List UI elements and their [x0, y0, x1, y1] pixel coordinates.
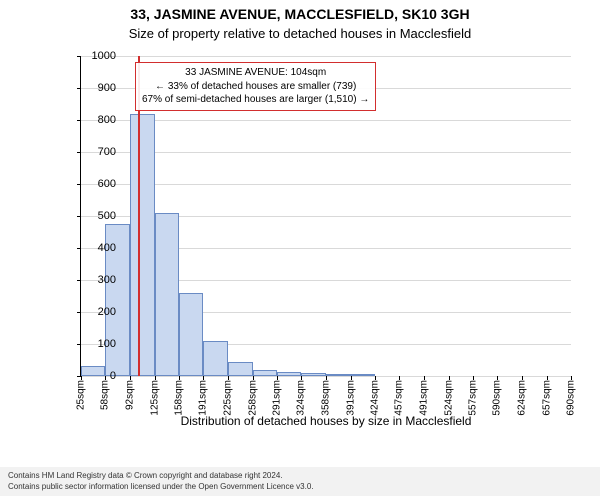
x-tick-label: 624sqm	[517, 376, 528, 416]
annotation-line-3: 67% of semi-detached houses are larger (…	[142, 93, 369, 107]
x-tick-label: 491sqm	[419, 376, 430, 416]
y-tick-label: 100	[56, 338, 116, 350]
x-tick-label: 391sqm	[345, 376, 356, 416]
grid-line	[81, 56, 571, 57]
y-tick-label: 800	[56, 114, 116, 126]
y-tick-label: 500	[56, 210, 116, 222]
annotation-line-2: ← 33% of detached houses are smaller (73…	[142, 80, 369, 94]
plot-area: Distribution of detached houses by size …	[80, 56, 571, 377]
x-tick-label: 158sqm	[174, 376, 185, 416]
y-tick-label: 900	[56, 82, 116, 94]
x-tick-label: 457sqm	[394, 376, 405, 416]
chart-container: 33, JASMINE AVENUE, MACCLESFIELD, SK10 3…	[0, 0, 600, 500]
chart-title: Size of property relative to detached ho…	[0, 22, 600, 41]
x-axis-label: Distribution of detached houses by size …	[81, 414, 571, 428]
footer-line-2: Contains public sector information licen…	[8, 482, 592, 492]
footer-attribution: Contains HM Land Registry data © Crown c…	[0, 467, 600, 496]
x-tick-label: 590sqm	[492, 376, 503, 416]
histogram-bar	[228, 362, 252, 376]
x-tick-label: 324sqm	[296, 376, 307, 416]
y-tick-label: 600	[56, 178, 116, 190]
x-tick-label: 690sqm	[566, 376, 577, 416]
x-tick-label: 657sqm	[541, 376, 552, 416]
histogram-bar	[179, 293, 203, 376]
x-tick-label: 225sqm	[223, 376, 234, 416]
annotation-line-1: 33 JASMINE AVENUE: 104sqm	[142, 66, 369, 80]
x-tick-label: 557sqm	[468, 376, 479, 416]
x-tick-label: 424sqm	[370, 376, 381, 416]
y-tick-label: 400	[56, 242, 116, 254]
x-tick-label: 524sqm	[443, 376, 454, 416]
x-tick-label: 258sqm	[247, 376, 258, 416]
address-line: 33, JASMINE AVENUE, MACCLESFIELD, SK10 3…	[0, 0, 600, 22]
x-tick-label: 125sqm	[149, 376, 160, 416]
x-tick-label: 191sqm	[198, 376, 209, 416]
histogram-bar	[203, 341, 227, 376]
footer-line-1: Contains HM Land Registry data © Crown c…	[8, 471, 592, 481]
x-tick-label: 358sqm	[321, 376, 332, 416]
y-tick-label: 0	[56, 370, 116, 382]
y-tick-label: 1000	[56, 50, 116, 62]
y-tick-label: 300	[56, 274, 116, 286]
x-tick-label: 92sqm	[125, 376, 136, 410]
x-tick-label: 291sqm	[272, 376, 283, 416]
histogram-bar	[155, 213, 179, 376]
annotation-box: 33 JASMINE AVENUE: 104sqm ← 33% of detac…	[135, 62, 376, 111]
y-tick-label: 700	[56, 146, 116, 158]
y-tick-label: 200	[56, 306, 116, 318]
histogram-bar	[130, 114, 154, 376]
chart-wrap: Number of detached properties Distributi…	[48, 48, 578, 408]
